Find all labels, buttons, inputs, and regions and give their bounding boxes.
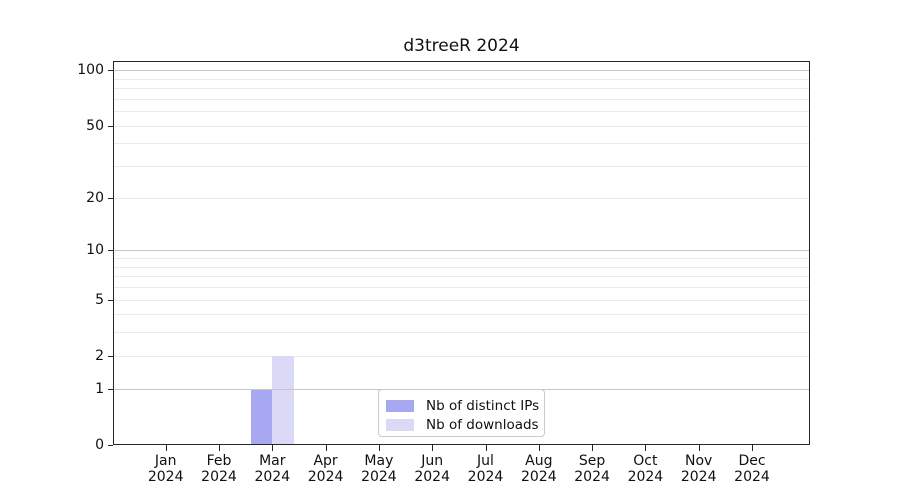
plot-area: [113, 61, 810, 445]
month-label: May: [364, 453, 394, 469]
minor-gridline: [113, 98, 810, 100]
year-label: 2024: [574, 469, 610, 485]
year-label: 2024: [361, 469, 397, 485]
y-tick-label: 10: [86, 242, 104, 259]
x-tickmark: [698, 445, 700, 451]
month-label: Jul: [477, 453, 494, 469]
minor-gridline: [113, 78, 810, 80]
y-tickmark: [108, 197, 113, 199]
minor-gridline: [113, 299, 810, 301]
year-label: 2024: [201, 469, 237, 485]
legend-label-distinct-ips: Nb of distinct IPs: [426, 398, 540, 414]
month-label: Dec: [738, 453, 766, 469]
x-tickmark: [219, 445, 220, 451]
bar-distinct-ips-mar: [251, 388, 273, 445]
month-label: Apr: [313, 453, 338, 469]
month-label: Jan: [154, 453, 177, 469]
year-label: 2024: [467, 469, 504, 485]
x-tick-label: Aug 2024: [511, 453, 567, 485]
minor-gridline: [113, 276, 810, 278]
minor-gridline: [113, 258, 810, 259]
minor-gridline: [113, 125, 810, 127]
year-label: 2024: [414, 469, 450, 485]
bar-downloads-mar: [272, 355, 294, 445]
x-tick-label: Feb 2024: [191, 453, 247, 485]
y-tick-label: 5: [95, 291, 104, 308]
month-label: Sep: [578, 453, 606, 469]
x-tick-label: May 2024: [351, 453, 407, 485]
x-tickmark: [272, 445, 274, 451]
x-tick-label: Apr 2024: [298, 453, 354, 485]
month-label: Jun: [421, 453, 444, 469]
year-label: 2024: [307, 469, 344, 485]
minor-gridline: [113, 143, 810, 145]
x-tickmark: [645, 445, 647, 451]
month-label: Oct: [633, 453, 658, 469]
month-label: Mar: [259, 453, 286, 469]
legend-swatch-downloads: [386, 419, 414, 431]
year-label: 2024: [520, 469, 557, 485]
year-label: 2024: [147, 469, 184, 485]
x-tick-label: Mar 2024: [244, 453, 300, 485]
x-tick-label: Sep 2024: [564, 453, 620, 485]
month-label: Nov: [685, 453, 713, 469]
minor-gridline: [113, 332, 810, 334]
y-tickmark: [108, 70, 113, 72]
y-tick-label: 50: [86, 117, 104, 134]
year-label: 2024: [254, 469, 291, 485]
y-tick-label: 0: [95, 437, 104, 453]
x-tickmark: [325, 445, 327, 451]
x-tick-label: Oct 2024: [617, 453, 673, 485]
y-tick-label: 20: [86, 189, 104, 206]
y-tickmark: [108, 445, 113, 446]
y-tickmark: [108, 355, 113, 357]
minor-gridline: [113, 88, 810, 89]
minor-gridline: [113, 197, 810, 199]
x-tickmark: [485, 445, 487, 451]
chart-title: d3treeR 2024: [403, 36, 520, 56]
minor-gridline: [113, 286, 810, 288]
minor-gridline: [113, 314, 810, 316]
month-label: Feb: [206, 453, 232, 469]
legend-label-downloads: Nb of downloads: [426, 417, 539, 433]
x-tickmark: [432, 445, 434, 451]
minor-gridline: [113, 355, 810, 357]
x-tickmark: [538, 445, 540, 451]
minor-gridline: [113, 111, 810, 113]
minor-gridline: [113, 266, 810, 268]
y-tickmark: [108, 250, 113, 252]
x-tickmark: [378, 445, 380, 451]
x-tick-label: Jan 2024: [138, 453, 194, 485]
major-gridline: [113, 250, 810, 252]
month-label: Aug: [525, 453, 553, 469]
x-tickmark: [592, 445, 594, 451]
x-tickmark: [165, 445, 167, 451]
legend: Nb of distinct IPs Nb of downloads: [378, 389, 545, 437]
y-tick-label: 100: [77, 62, 104, 79]
y-tickmark: [108, 388, 113, 390]
y-tick-label: 1: [95, 380, 104, 397]
y-tick-label: 2: [95, 347, 104, 364]
x-tick-label: Jun 2024: [404, 453, 460, 485]
minor-gridline: [113, 166, 810, 168]
x-tick-label: Jul 2024: [458, 453, 514, 485]
x-tickmark: [752, 445, 753, 451]
x-tick-label: Nov 2024: [671, 453, 727, 485]
year-label: 2024: [680, 469, 717, 485]
year-label: 2024: [627, 469, 664, 485]
y-tickmark: [108, 125, 113, 127]
y-tickmark: [108, 299, 113, 301]
x-tick-label: Dec 2024: [724, 453, 780, 485]
legend-swatch-distinct-ips: [386, 400, 414, 412]
major-gridline: [113, 70, 810, 72]
year-label: 2024: [734, 469, 770, 485]
